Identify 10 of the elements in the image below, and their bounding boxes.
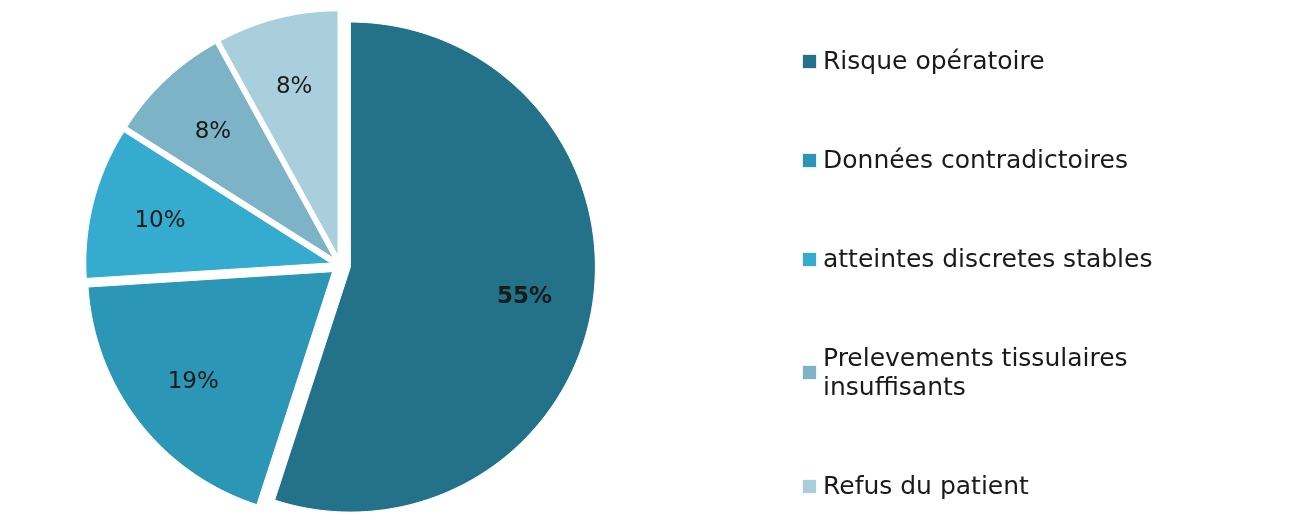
data-label: 55% bbox=[497, 281, 553, 308]
data-label: 8% bbox=[194, 116, 232, 143]
legend-label: Prelevements tissulaires insuffisants bbox=[823, 343, 1128, 401]
legend-label: atteintes discretes stables bbox=[823, 244, 1153, 273]
legend-label: Risque opératoire bbox=[823, 46, 1045, 75]
legend-label: Refus du patient bbox=[823, 471, 1029, 500]
data-label: 8% bbox=[275, 71, 313, 98]
legend-label: Données contradictoires bbox=[823, 145, 1128, 174]
data-label: 19% bbox=[167, 366, 219, 393]
data-label: 10% bbox=[134, 206, 186, 233]
